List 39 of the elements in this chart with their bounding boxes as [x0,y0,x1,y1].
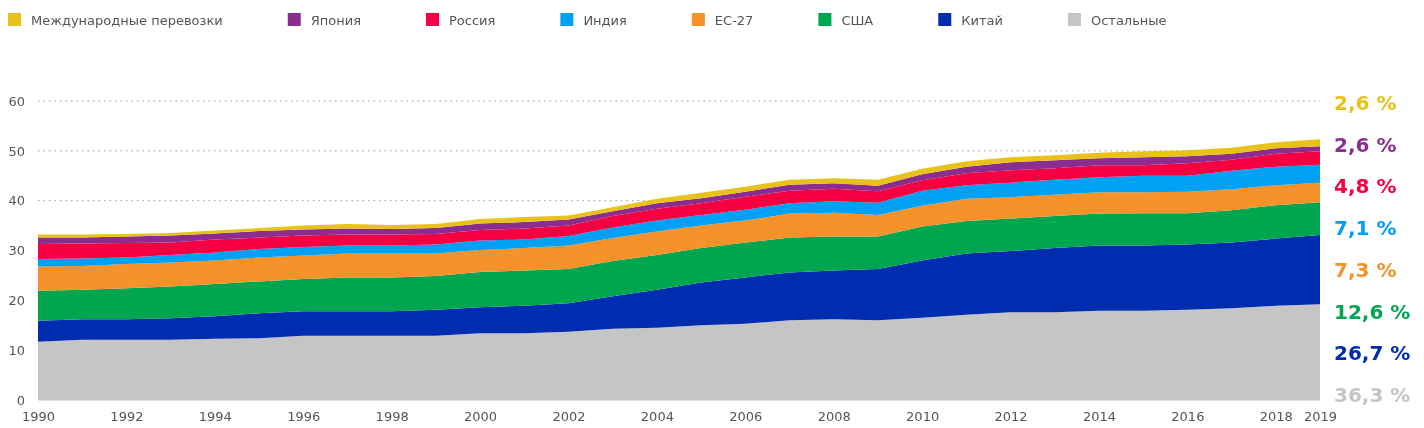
x-tick-label: 2014 [1082,409,1117,425]
y-tick-label: 60 [8,93,25,109]
legend-label: Остальные [1090,13,1167,28]
y-tick-label: 40 [8,193,25,209]
legend-label: Международные перевозки [31,13,223,28]
legend-label: США [841,13,874,28]
y-tick-label: 0 [16,392,25,408]
x-tick-label: 2002 [552,409,586,425]
text: 12,6 % [1334,299,1411,324]
x-tick-label: 2010 [906,409,940,425]
x-tick-label: 1994 [198,409,232,425]
x-tick-label: 2004 [640,409,674,425]
x-tick-label: 1990 [21,409,56,425]
y-tick-label: 20 [8,292,25,308]
x-tick-label: 2018 [1259,409,1293,425]
text: 2,6 % [1334,132,1397,157]
x-tick-label: 2016 [1171,409,1205,425]
legend-label: Китай [961,13,1003,28]
y-tick-label: 10 [8,342,25,358]
y-tick-label: 30 [8,243,25,259]
legend-label: Индия [583,13,627,28]
x-tick-label: 1992 [110,409,144,425]
x-tick-label: 1996 [287,409,321,425]
x-tick-label: 2019 [1303,409,1338,425]
x-tick-label: 2000 [464,409,498,425]
x-tick-label: 1998 [375,409,409,425]
text: 7,1 % [1334,216,1397,241]
x-tick-label: 2008 [817,409,851,425]
legend-label: ЕС-27 [714,13,754,28]
text: 7,3 % [1334,257,1397,282]
text: 2,6 % [1334,91,1397,115]
text: 26,7 % [1334,341,1411,366]
x-tick-label: 2012 [994,409,1028,425]
text: 4,8 % [1334,174,1397,199]
legend-label: Россия [449,13,496,28]
x-tick-label: 2006 [729,409,763,425]
legend-label: Япония [310,13,362,28]
y-tick-label: 50 [8,143,25,159]
text: 36,3 % [1334,382,1411,407]
